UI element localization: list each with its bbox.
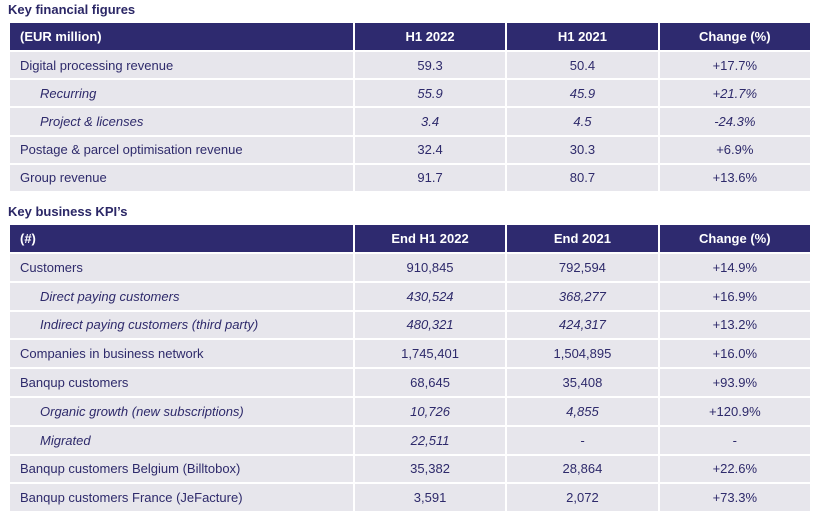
column-header: (#) xyxy=(10,225,353,254)
cell-value: 792,594 xyxy=(507,254,658,283)
column-header: Change (%) xyxy=(659,225,810,254)
cell-change: +17.7% xyxy=(659,52,810,81)
financial-figures-title: Key financial figures xyxy=(8,2,136,17)
table-row: Digital processing revenue 59.3 50.4 +17… xyxy=(10,52,810,81)
cell-change: +73.3% xyxy=(659,484,810,514)
table-row: Banqup customers France (JeFacture) 3,59… xyxy=(10,484,810,514)
cell-value: 32.4 xyxy=(354,136,506,165)
cell-value: 3.4 xyxy=(354,108,506,137)
table-row: Companies in business network 1,745,401 … xyxy=(10,340,810,370)
table-row: Banqup customers Belgium (Billtobox) 35,… xyxy=(10,455,810,485)
cell-value: 424,317 xyxy=(507,311,658,341)
business-kpis-table: (#) End H1 2022 End 2021 Change (%) Cust… xyxy=(8,225,812,514)
row-label: Customers xyxy=(10,254,353,283)
cell-value: 4.5 xyxy=(507,108,658,137)
row-label: Recurring xyxy=(10,80,353,109)
business-kpis-title: Key business KPI’s xyxy=(8,204,128,219)
cell-change: - xyxy=(659,426,810,456)
table-row: Banqup customers 68,645 35,408 +93.9% xyxy=(10,369,810,398)
cell-change: +21.7% xyxy=(659,80,810,109)
cell-value: 55.9 xyxy=(354,80,506,109)
cell-change: +13.6% xyxy=(659,164,810,193)
cell-change: +6.9% xyxy=(659,136,810,165)
cell-change: +16.9% xyxy=(659,282,810,312)
cell-value: 430,524 xyxy=(354,282,506,312)
cell-value: 91.7 xyxy=(354,164,506,193)
cell-value: - xyxy=(507,426,658,456)
table-row: Indirect paying customers (third party) … xyxy=(10,311,810,341)
cell-value: 80.7 xyxy=(507,164,658,193)
financial-figures-table: (EUR million) H1 2022 H1 2021 Change (%)… xyxy=(8,23,812,193)
cell-value: 4,855 xyxy=(507,397,658,427)
cell-value: 910,845 xyxy=(354,254,506,283)
cell-value: 1,504,895 xyxy=(507,340,658,370)
row-label: Banqup customers xyxy=(10,369,353,398)
row-label: Companies in business network xyxy=(10,340,353,370)
table-header-row: (#) End H1 2022 End 2021 Change (%) xyxy=(10,225,810,254)
cell-value: 480,321 xyxy=(354,311,506,341)
column-header: H1 2022 xyxy=(354,23,506,52)
row-label: Project & licenses xyxy=(10,108,353,137)
column-header: End 2021 xyxy=(507,225,658,254)
cell-change: +93.9% xyxy=(659,369,810,398)
cell-change: +13.2% xyxy=(659,311,810,341)
cell-value: 68,645 xyxy=(354,369,506,398)
table-row: Migrated 22,511 - - xyxy=(10,426,810,456)
column-header: H1 2021 xyxy=(507,23,658,52)
cell-value: 30.3 xyxy=(507,136,658,165)
table-row: Organic growth (new subscriptions) 10,72… xyxy=(10,397,810,427)
cell-value: 50.4 xyxy=(507,52,658,81)
row-label: Group revenue xyxy=(10,164,353,193)
table-row: Customers 910,845 792,594 +14.9% xyxy=(10,254,810,283)
cell-value: 45.9 xyxy=(507,80,658,109)
row-label: Direct paying customers xyxy=(10,282,353,312)
cell-change: +16.0% xyxy=(659,340,810,370)
column-header: End H1 2022 xyxy=(354,225,506,254)
table-row: Direct paying customers 430,524 368,277 … xyxy=(10,282,810,312)
row-label: Postage & parcel optimisation revenue xyxy=(10,136,353,165)
cell-value: 35,382 xyxy=(354,455,506,485)
table-row: Recurring 55.9 45.9 +21.7% xyxy=(10,80,810,109)
cell-value: 368,277 xyxy=(507,282,658,312)
table-row: Project & licenses 3.4 4.5 -24.3% xyxy=(10,108,810,137)
table-row: Postage & parcel optimisation revenue 32… xyxy=(10,136,810,165)
row-label: Banqup customers France (JeFacture) xyxy=(10,484,353,514)
cell-value: 1,745,401 xyxy=(354,340,506,370)
row-label: Migrated xyxy=(10,426,353,456)
row-label: Banqup customers Belgium (Billtobox) xyxy=(10,455,353,485)
cell-value: 10,726 xyxy=(354,397,506,427)
table-row: Group revenue 91.7 80.7 +13.6% xyxy=(10,164,810,193)
cell-change: +120.9% xyxy=(659,397,810,427)
cell-change: +22.6% xyxy=(659,455,810,485)
column-header: Change (%) xyxy=(659,23,810,52)
cell-value: 59.3 xyxy=(354,52,506,81)
cell-value: 28,864 xyxy=(507,455,658,485)
table-header-row: (EUR million) H1 2022 H1 2021 Change (%) xyxy=(10,23,810,52)
cell-change: +14.9% xyxy=(659,254,810,283)
cell-value: 35,408 xyxy=(507,369,658,398)
row-label: Digital processing revenue xyxy=(10,52,353,81)
column-header: (EUR million) xyxy=(10,23,353,52)
cell-value: 2,072 xyxy=(507,484,658,514)
row-label: Organic growth (new subscriptions) xyxy=(10,397,353,427)
row-label: Indirect paying customers (third party) xyxy=(10,311,353,341)
cell-change: -24.3% xyxy=(659,108,810,137)
cell-value: 22,511 xyxy=(354,426,506,456)
cell-value: 3,591 xyxy=(354,484,506,514)
